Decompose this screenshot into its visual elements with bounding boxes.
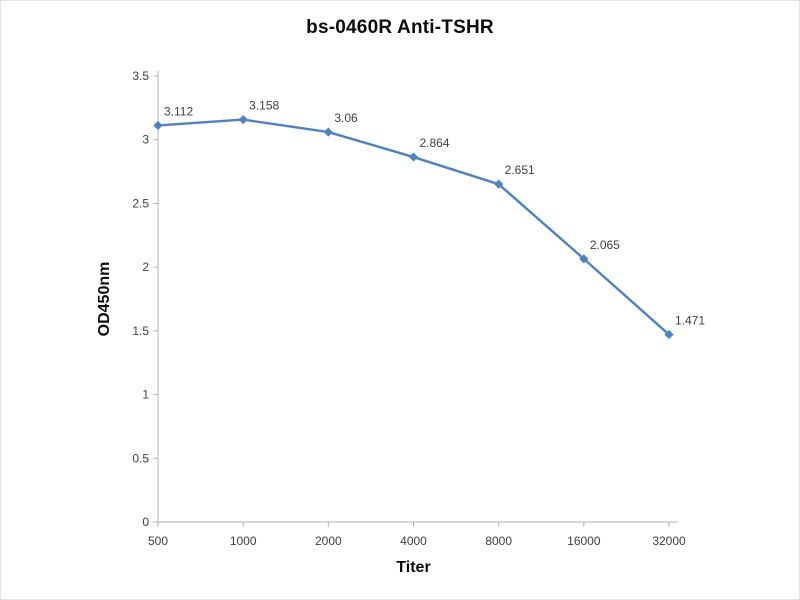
x-tick-label: 32000 [652, 534, 686, 548]
chart-title: bs-0460R Anti-TSHR [306, 17, 494, 38]
data-point-marker [408, 152, 419, 162]
data-point-marker [323, 127, 333, 137]
data-point-marker [664, 329, 674, 340]
data-point-label: 2.651 [505, 163, 535, 177]
data-point-marker [238, 114, 248, 125]
x-tick-label: 1000 [230, 534, 257, 548]
data-point-label: 1.471 [675, 314, 705, 328]
x-tick-label: 500 [148, 534, 168, 548]
series-line [156, 118, 671, 336]
x-axis-title: Titer [396, 559, 430, 576]
data-point-marker [494, 179, 504, 189]
data-point-label: 2.864 [420, 136, 450, 150]
data-point-label: 2.065 [590, 238, 620, 252]
x-tick-label: 16000 [567, 534, 601, 548]
y-tick-label: 0 [142, 515, 149, 529]
data-point-marker [579, 254, 589, 264]
y-tick-label: 2 [142, 260, 149, 274]
y-axis-title: OD450nm [96, 262, 113, 337]
y-tick-label: 2.5 [132, 196, 149, 210]
x-tick-label: 8000 [485, 534, 512, 548]
y-tick-label: 0.5 [132, 451, 149, 465]
y-tick-label: 3.5 [132, 69, 149, 83]
y-tick-label: 3 [142, 133, 149, 147]
data-point-label: 3.06 [334, 111, 358, 125]
y-tick-label: 1.5 [132, 324, 149, 338]
x-tick-label: 2000 [315, 534, 342, 548]
data-point-marker [153, 120, 163, 131]
data-point-label: 3.112 [164, 104, 193, 118]
y-tick-label: 1 [142, 388, 149, 402]
x-tick-label: 4000 [400, 534, 427, 548]
data-point-label: 3.158 [249, 99, 279, 113]
